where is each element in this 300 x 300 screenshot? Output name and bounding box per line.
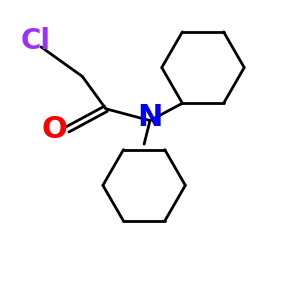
Text: Cl: Cl bbox=[20, 27, 50, 55]
Text: O: O bbox=[41, 115, 67, 144]
Text: N: N bbox=[137, 103, 163, 132]
